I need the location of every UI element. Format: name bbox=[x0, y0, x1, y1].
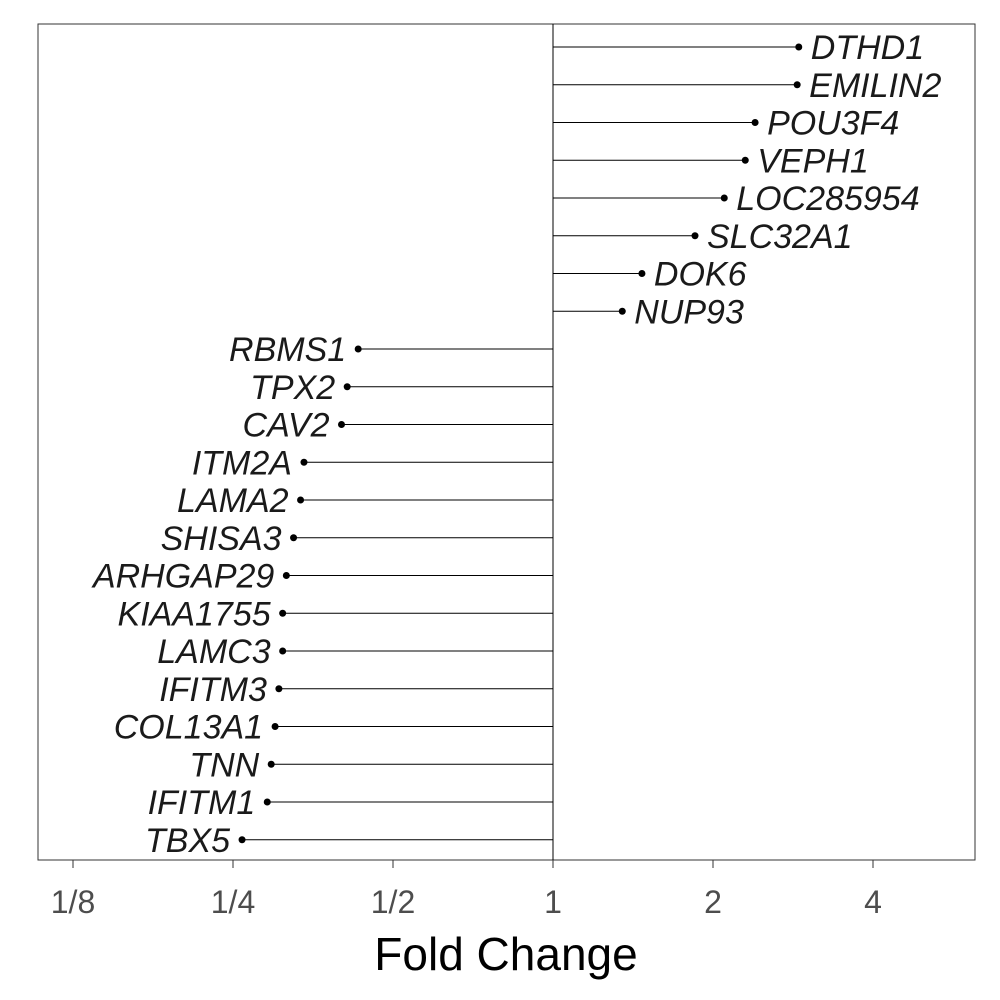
x-axis-title: Fold Change bbox=[374, 928, 637, 980]
gene-label: LAMA2 bbox=[177, 482, 289, 520]
gene-label: DTHD1 bbox=[811, 29, 924, 67]
lollipop-point bbox=[337, 421, 345, 428]
lollipop-point bbox=[297, 496, 305, 504]
gene-label: IFITM3 bbox=[159, 671, 267, 709]
lollipop-point bbox=[720, 194, 728, 202]
gene-label: CAV2 bbox=[243, 407, 330, 445]
gene-label: POU3F4 bbox=[767, 105, 899, 143]
gene-label: ARHGAP29 bbox=[91, 558, 274, 596]
lollipop-point bbox=[300, 458, 308, 466]
lollipop-point bbox=[793, 81, 801, 89]
gene-label: RBMS1 bbox=[229, 331, 346, 369]
lollipop-point bbox=[271, 723, 279, 730]
plot-panel bbox=[37, 23, 976, 861]
lollipop-point bbox=[354, 345, 362, 353]
gene-label: SLC32A1 bbox=[707, 218, 853, 256]
gene-label: DOK6 bbox=[654, 256, 747, 294]
lollipop-point bbox=[282, 572, 290, 579]
x-axis: 1/8 1/4 1/2 1 2 4 bbox=[51, 860, 882, 920]
x-tick-label: 1 bbox=[544, 884, 562, 920]
gene-label: TNN bbox=[189, 746, 259, 784]
lollipop-point bbox=[275, 685, 283, 693]
lollipop-point bbox=[343, 383, 351, 391]
lollipop-point bbox=[638, 270, 646, 277]
x-tick-label: 4 bbox=[864, 884, 882, 920]
gene-label: EMILIN2 bbox=[809, 67, 941, 105]
x-tick-label: 1/2 bbox=[371, 884, 415, 920]
gene-label: LAMC3 bbox=[157, 633, 270, 671]
lollipop-series: DTHD1EMILIN2POU3F4VEPH1LOC285954SLC32A1D… bbox=[91, 29, 942, 860]
lollipop-point bbox=[795, 43, 803, 51]
gene-label: SHISA3 bbox=[161, 520, 282, 558]
gene-label: KIAA1755 bbox=[118, 595, 271, 633]
gene-label: COL13A1 bbox=[114, 709, 263, 747]
lollipop-point bbox=[267, 760, 275, 768]
gene-label: TBX5 bbox=[145, 822, 230, 860]
lollipop-point bbox=[238, 836, 246, 844]
gene-label: ITM2A bbox=[192, 444, 292, 482]
gene-label: NUP93 bbox=[634, 293, 744, 331]
gene-label: LOC285954 bbox=[736, 180, 919, 218]
x-tick-label: 1/8 bbox=[51, 884, 95, 920]
x-tick-label: 2 bbox=[704, 884, 722, 920]
lollipop-point bbox=[618, 307, 626, 315]
lollipop-point bbox=[290, 534, 298, 542]
gene-label: TPX2 bbox=[250, 369, 335, 407]
lollipop-point bbox=[279, 609, 287, 617]
lollipop-point bbox=[691, 232, 699, 240]
lollipop-point bbox=[751, 119, 759, 126]
gene-label: IFITM1 bbox=[148, 784, 256, 822]
lollipop-point bbox=[263, 798, 271, 806]
x-tick-label: 1/4 bbox=[211, 884, 255, 920]
lollipop-point bbox=[279, 647, 287, 655]
gene-label: VEPH1 bbox=[757, 142, 869, 180]
lollipop-point bbox=[741, 156, 749, 164]
